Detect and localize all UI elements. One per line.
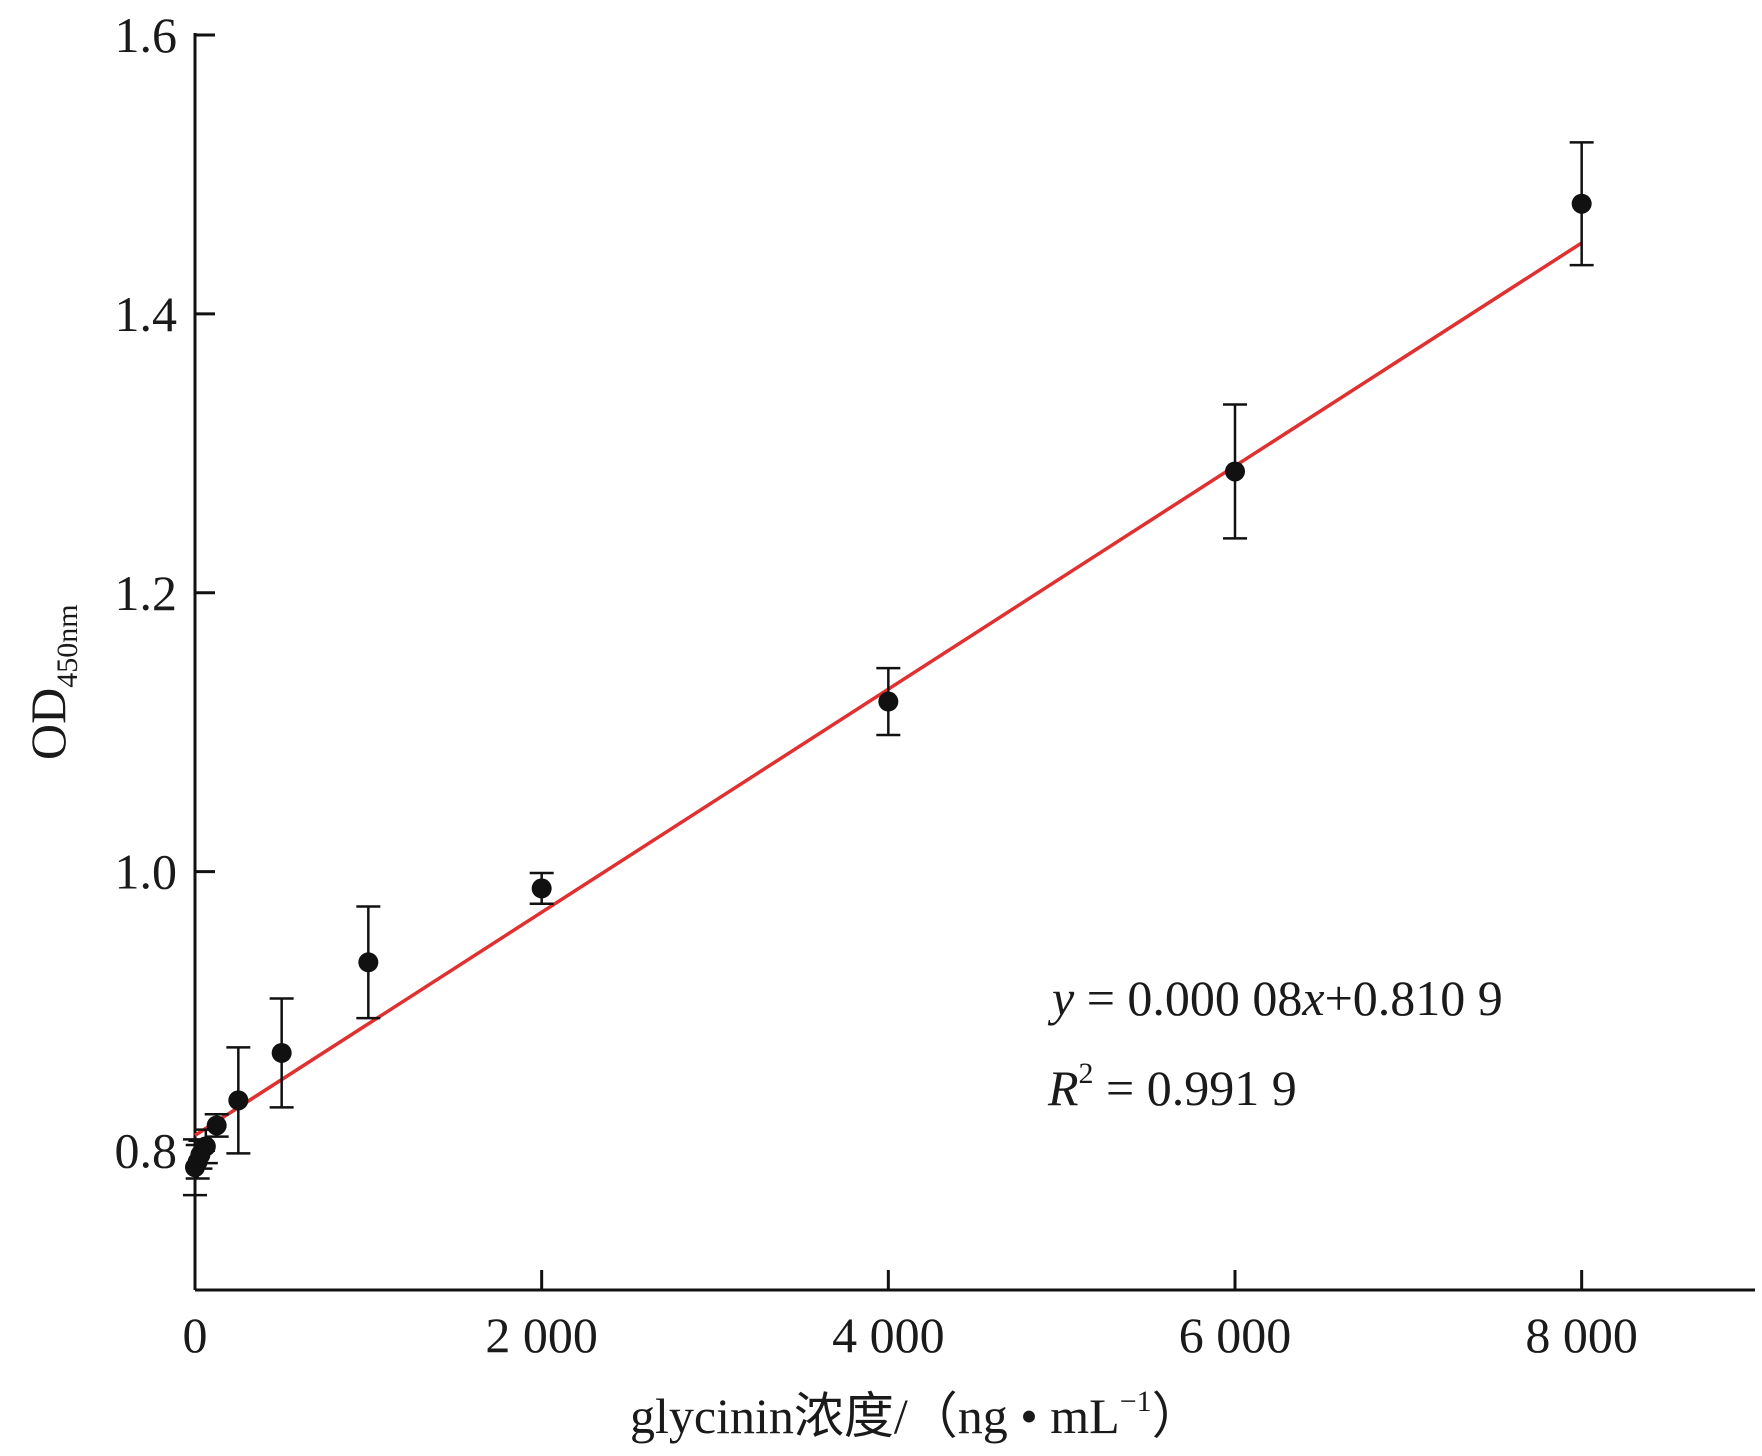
data-point — [195, 1136, 216, 1157]
y-axis-title: OD450nm — [20, 604, 84, 760]
x-tick-label: 4 000 — [832, 1307, 945, 1363]
fit-equation: y = 0.000 08x+0.810 9 — [1047, 970, 1503, 1026]
data-points — [183, 141, 1594, 1197]
data-point — [271, 1042, 292, 1063]
x-tick-label: 6 000 — [1179, 1307, 1292, 1363]
x-tick-label: 8 000 — [1525, 1307, 1638, 1363]
y-tick-label: 1.4 — [115, 286, 178, 342]
r-squared: R2 = 0.991 9 — [1047, 1057, 1297, 1116]
data-point — [206, 1115, 227, 1136]
y-tick-label: 1.0 — [115, 844, 178, 900]
y-tick-label: 0.8 — [115, 1123, 178, 1179]
y-tick-label: 1.6 — [115, 7, 178, 63]
x-tick-label: 2 000 — [485, 1307, 598, 1363]
ticks: 0.8 1.0 1.2 1.4 1.6 0 2 000 4 000 6 000 8 000 — [115, 7, 1638, 1363]
data-point — [1225, 461, 1245, 482]
data-point — [358, 952, 379, 973]
x-axis-title: glycinin浓度/（ng • mL−1） — [630, 1385, 1202, 1444]
x-tick-label: 0 — [183, 1307, 208, 1363]
axes — [193, 33, 1755, 1292]
y-tick-label: 1.2 — [115, 565, 178, 621]
data-point — [228, 1090, 249, 1111]
data-point — [878, 691, 899, 712]
data-point — [531, 878, 552, 899]
data-point — [1571, 193, 1592, 214]
